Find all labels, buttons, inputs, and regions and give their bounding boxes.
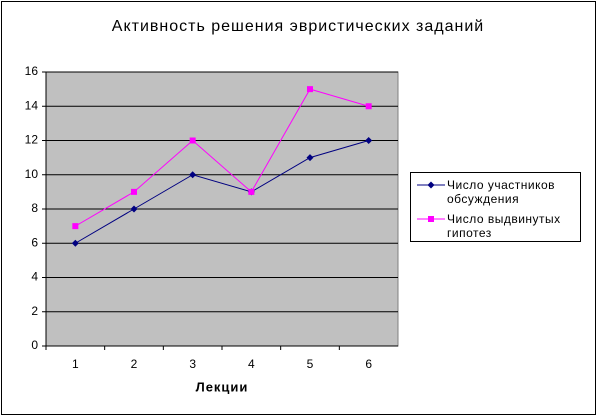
x-tick-label: 4 xyxy=(248,357,255,371)
series-line xyxy=(75,88,369,227)
point-marker xyxy=(248,188,255,195)
y-tick-label: 0 xyxy=(31,338,38,352)
point-marker xyxy=(72,223,79,230)
x-tick-label: 1 xyxy=(72,357,79,371)
x-tick-label: 3 xyxy=(189,357,196,371)
point-marker xyxy=(189,171,197,179)
x-tick-label: 6 xyxy=(365,357,372,371)
y-tick-label: 12 xyxy=(25,133,39,147)
point-marker xyxy=(189,137,196,144)
x-axis-label: Лекции xyxy=(196,379,249,394)
legend-label: Число выдвинутых гипотез xyxy=(447,212,561,240)
y-tick-label: 4 xyxy=(31,270,38,284)
legend: Число участников обсуждения Число выдвину… xyxy=(410,172,581,242)
point-marker xyxy=(428,216,434,222)
point-marker xyxy=(307,86,313,93)
point-marker xyxy=(365,103,372,110)
legend-entry: Число выдвинутых гипотез xyxy=(415,212,576,240)
point-marker xyxy=(130,205,138,213)
point-marker xyxy=(131,188,137,195)
point-marker xyxy=(71,239,79,247)
x-tick-label: 2 xyxy=(131,357,138,371)
x-tick-label: 5 xyxy=(307,357,314,371)
y-tick-label: 8 xyxy=(31,201,38,215)
y-tick-label: 2 xyxy=(31,304,38,318)
legend-label: Число участников обсуждения xyxy=(447,178,556,206)
legend-entry: Число участников обсуждения xyxy=(415,178,576,206)
point-marker xyxy=(427,181,435,189)
point-marker xyxy=(365,137,373,144)
y-tick-label: 6 xyxy=(31,235,38,249)
legend-symbol xyxy=(417,216,445,222)
legend-symbol xyxy=(417,181,445,189)
series-line xyxy=(75,140,369,244)
point-marker xyxy=(306,154,314,162)
y-tick-label: 16 xyxy=(25,64,39,78)
y-tick-label: 14 xyxy=(25,98,39,112)
y-tick-label: 10 xyxy=(25,167,39,181)
chart-title: Активность решения эвристических заданий xyxy=(112,18,484,35)
